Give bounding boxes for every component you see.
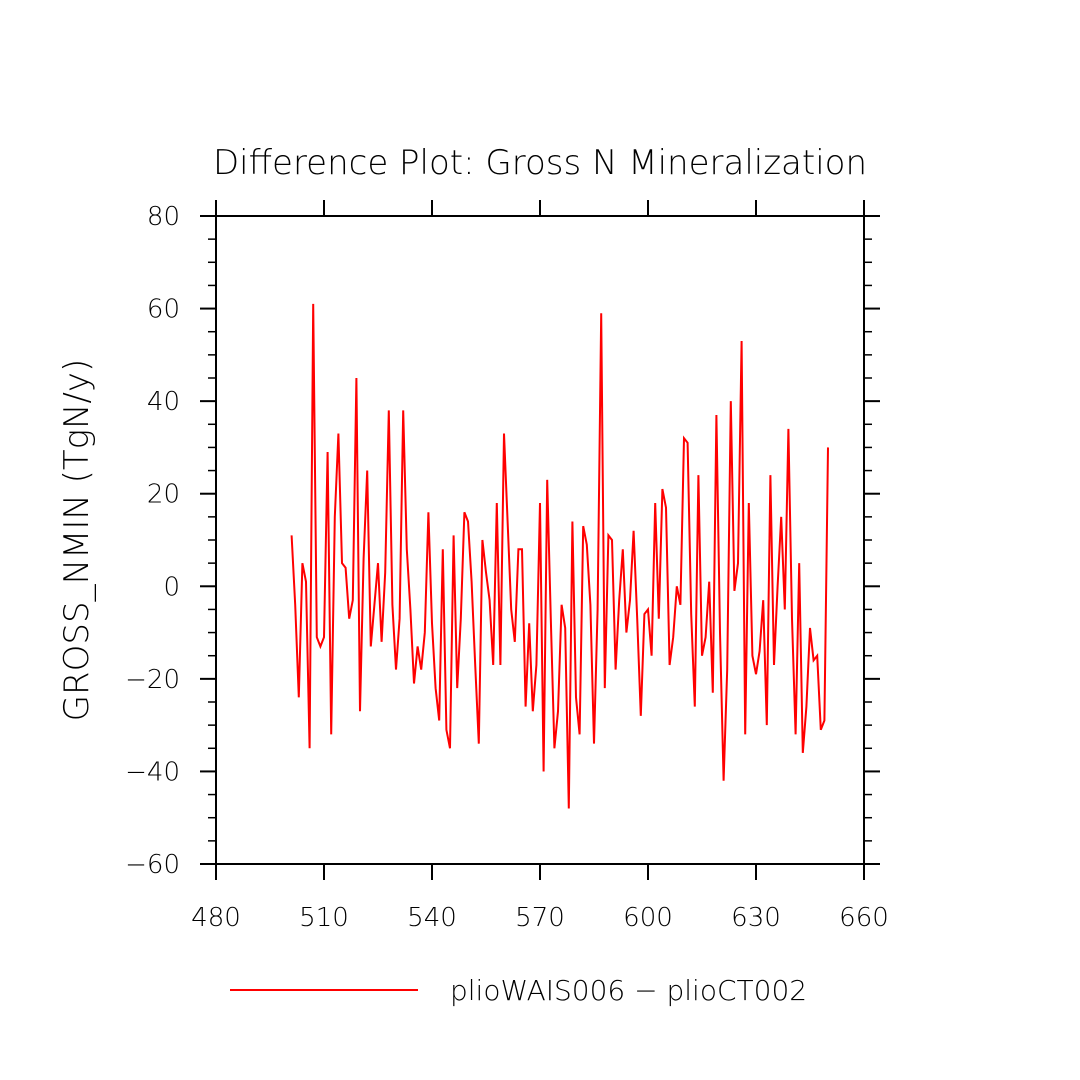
x-tick-label: 660 <box>839 903 889 933</box>
y-tick-label: −40 <box>125 757 180 787</box>
y-tick-label: 20 <box>147 480 180 510</box>
y-axis-label: GROSS_NMIN (TgN/y) <box>57 359 97 722</box>
tick-labels: 480 510 540 570 600 630 660 −60 −40 −20 0 20 40 60 80 <box>125 202 889 933</box>
legend-label: plioWAIS006 − plioCT002 <box>450 974 807 1007</box>
y-tick-label: 60 <box>147 295 180 325</box>
y-tick-label: 0 <box>163 572 180 602</box>
chart-title: Difference Plot: Gross N Mineralization <box>213 143 867 183</box>
axis-ticks <box>200 200 880 880</box>
series-line-0 <box>290 303 829 809</box>
y-tick-label: −20 <box>125 665 180 695</box>
series-lines <box>290 303 829 809</box>
y-tick-label: −60 <box>125 850 180 880</box>
y-tick-label: 80 <box>147 202 180 232</box>
x-tick-label: 540 <box>407 903 457 933</box>
x-tick-label: 630 <box>731 903 781 933</box>
x-tick-label: 600 <box>623 903 673 933</box>
x-tick-label: 510 <box>299 903 349 933</box>
y-tick-label: 40 <box>147 387 180 417</box>
x-tick-label: 570 <box>515 903 565 933</box>
x-tick-label: 480 <box>191 903 241 933</box>
legend: plioWAIS006 − plioCT002 <box>230 974 807 1007</box>
